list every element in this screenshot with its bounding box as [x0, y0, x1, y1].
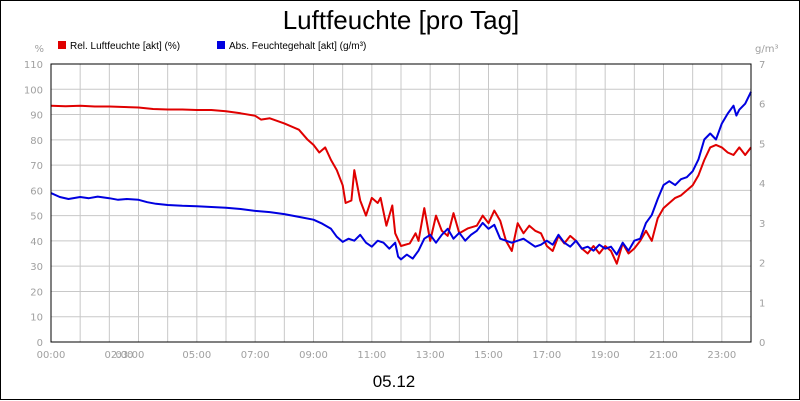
left-axis-unit: % — [34, 44, 44, 55]
series-line-abs-humidity — [50, 91, 752, 261]
x-tick-label: 11:00 — [357, 350, 386, 361]
x-tick-label: 13:00 — [416, 350, 445, 361]
left-tick-label: 60 — [30, 186, 43, 197]
right-tick-label: 7 — [759, 60, 765, 71]
right-axis-ticks: 0 1 2 3 4 5 6 7 — [759, 60, 765, 349]
x-tick-label: 09:00 — [299, 350, 328, 361]
x-tick-label: 02:00 — [105, 350, 134, 361]
legend-swatch-abs-humidity — [217, 41, 225, 49]
right-tick-label: 5 — [759, 139, 765, 150]
left-tick-label: 40 — [30, 237, 43, 248]
chart-title: Luftfeuchte [pro Tag] — [283, 5, 520, 35]
right-axis-unit: g/m³ — [755, 44, 778, 55]
left-tick-label: 50 — [30, 212, 43, 223]
x-tick-label: 05:00 — [182, 350, 211, 361]
right-tick-label: 3 — [759, 219, 765, 230]
x-tick-label: 03:00 — [116, 350, 145, 361]
left-tick-label: 90 — [30, 111, 43, 122]
left-tick-label: 110 — [24, 60, 43, 71]
date-label: 05.12 — [373, 372, 416, 391]
series-line-rel-humidity — [50, 104, 752, 265]
legend-label-rel-humidity: Rel. Luftfeuchte [akt] (%) — [70, 41, 180, 52]
left-tick-label: 20 — [30, 287, 43, 298]
x-tick-label: 17:00 — [532, 350, 561, 361]
legend-swatch-rel-humidity — [58, 41, 66, 49]
legend-label-abs-humidity: Abs. Feuchtegehalt [akt] (g/m³) — [229, 41, 366, 52]
x-tick-label: 23:00 — [707, 350, 736, 361]
left-tick-label: 80 — [30, 136, 43, 147]
left-tick-label: 10 — [30, 313, 43, 324]
left-tick-label: 0 — [37, 338, 43, 349]
x-tick-label: 07:00 — [241, 350, 270, 361]
x-tick-label: 00:00 — [37, 350, 66, 361]
legend: Rel. Luftfeuchte [akt] (%) Abs. Feuchteg… — [58, 41, 366, 52]
left-axis-ticks: 0 10 20 30 40 50 60 70 80 90 100 110 — [24, 60, 43, 349]
right-tick-label: 6 — [759, 100, 765, 111]
series-lines — [50, 91, 752, 265]
x-tick-label: 19:00 — [591, 350, 620, 361]
x-tick-label: 15:00 — [474, 350, 503, 361]
right-tick-label: 4 — [759, 179, 765, 190]
right-tick-label: 0 — [759, 338, 765, 349]
left-tick-label: 100 — [24, 85, 43, 96]
right-tick-label: 1 — [759, 298, 765, 309]
left-tick-label: 30 — [30, 262, 43, 273]
x-tick-label: 21:00 — [649, 350, 678, 361]
left-tick-label: 70 — [30, 161, 43, 172]
plot-area-border — [50, 63, 752, 343]
right-tick-label: 2 — [759, 259, 765, 270]
